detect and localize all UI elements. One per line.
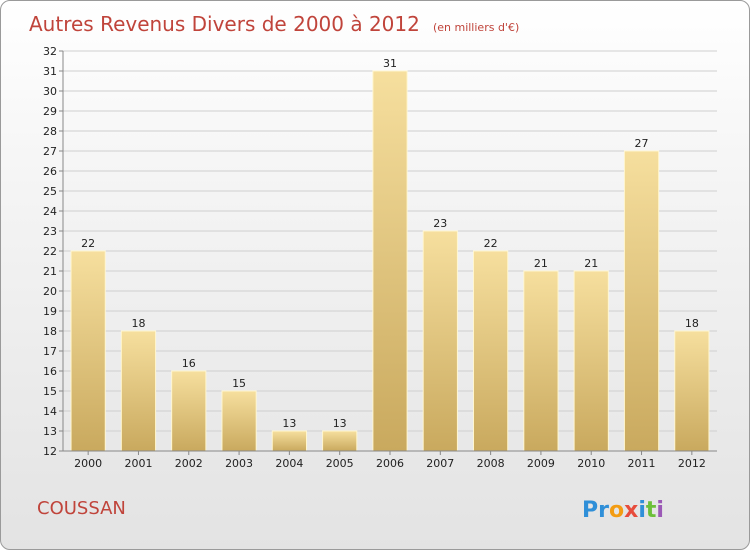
bar-2003 xyxy=(221,390,257,452)
x-tick-label-2001: 2001 xyxy=(124,457,152,470)
x-tick-label-2002: 2002 xyxy=(175,457,203,470)
x-tick-label-2009: 2009 xyxy=(527,457,555,470)
y-tick-label: 30 xyxy=(43,85,57,98)
x-tick-label-2007: 2007 xyxy=(426,457,454,470)
data-label-2003: 15 xyxy=(232,377,246,390)
y-tick-label: 24 xyxy=(43,205,57,218)
data-label-2012: 18 xyxy=(685,317,699,330)
bar-2007 xyxy=(422,230,458,452)
y-tick-label: 14 xyxy=(43,405,57,418)
brand-letter: i xyxy=(656,498,664,523)
x-tick-label-2003: 2003 xyxy=(225,457,253,470)
brand-letter: o xyxy=(609,498,624,523)
y-tick-label: 31 xyxy=(43,65,57,78)
data-label-2008: 22 xyxy=(484,237,498,250)
bar-2009 xyxy=(523,270,559,452)
bar-2004 xyxy=(271,430,307,452)
chart-title: Autres Revenus Divers de 2000 à 2012 (en… xyxy=(29,12,519,36)
y-tick-label: 21 xyxy=(43,265,57,278)
data-label-2005: 13 xyxy=(333,417,347,430)
brand-letter: t xyxy=(646,498,657,523)
bar-2000 xyxy=(70,250,106,452)
x-tick-label-2005: 2005 xyxy=(326,457,354,470)
bar-2005 xyxy=(322,430,358,452)
y-tick-label: 18 xyxy=(43,325,57,338)
data-label-2000: 22 xyxy=(81,237,95,250)
x-tick-label-2004: 2004 xyxy=(275,457,303,470)
bar-2010 xyxy=(573,270,609,452)
y-tick-label: 28 xyxy=(43,125,57,138)
data-label-2002: 16 xyxy=(182,357,196,370)
y-tick-label: 22 xyxy=(43,245,57,258)
bar-2002 xyxy=(171,370,207,452)
x-tick-label-2008: 2008 xyxy=(477,457,505,470)
data-label-2009: 21 xyxy=(534,257,548,270)
bar-2006 xyxy=(372,70,408,452)
y-tick-label: 23 xyxy=(43,225,57,238)
y-tick-label: 25 xyxy=(43,185,57,198)
y-tick-label: 32 xyxy=(43,45,57,58)
bar-2012 xyxy=(674,330,710,452)
data-label-2006: 31 xyxy=(383,57,397,70)
data-label-2001: 18 xyxy=(131,317,145,330)
x-tick-label-2012: 2012 xyxy=(678,457,706,470)
x-axis-ticks: 2000 2001 2002 2003 2004 2005 2006 2007 2008 2009… xyxy=(74,451,706,470)
brand-letter: r xyxy=(598,498,609,523)
x-tick-label-2006: 2006 xyxy=(376,457,404,470)
brand-letter: x xyxy=(624,498,638,523)
chart-title-main: Autres Revenus Divers de 2000 à 2012 xyxy=(29,12,420,36)
brand-logo: Proxiti xyxy=(582,498,664,523)
x-tick-label-2000: 2000 xyxy=(74,457,102,470)
bar-2011 xyxy=(623,150,660,452)
brand-letter: P xyxy=(582,498,598,523)
y-tick-label: 15 xyxy=(43,385,57,398)
y-tick-label: 20 xyxy=(43,285,57,298)
place-name: COUSSAN xyxy=(37,498,126,519)
y-tick-label: 29 xyxy=(43,105,57,118)
data-labels: 22 18 16 15 13 13 31 23 22 21 21 27 18 xyxy=(81,57,699,430)
y-tick-label: 16 xyxy=(43,365,57,378)
bars xyxy=(70,70,710,452)
y-axis-ticks: 12 13 14 15 16 17 18 19 20 21 22 23 24 25 26 27 28 29 30 31… xyxy=(43,45,63,458)
y-tick-label: 17 xyxy=(43,345,57,358)
data-label-2011: 27 xyxy=(635,137,649,150)
data-label-2010: 21 xyxy=(584,257,598,270)
brand-letter: i xyxy=(638,498,646,523)
y-tick-label: 27 xyxy=(43,145,57,158)
data-label-2007: 23 xyxy=(433,217,447,230)
x-tick-label-2010: 2010 xyxy=(577,457,605,470)
data-label-2004: 13 xyxy=(282,417,296,430)
y-tick-label: 13 xyxy=(43,425,57,438)
chart-subtitle: (en milliers d'€) xyxy=(433,21,519,34)
bar-2001 xyxy=(120,330,157,452)
bar-2008 xyxy=(473,250,509,452)
y-tick-label: 12 xyxy=(43,445,57,458)
y-tick-label: 19 xyxy=(43,305,57,318)
y-tick-label: 26 xyxy=(43,165,57,178)
x-tick-label-2011: 2011 xyxy=(628,457,656,470)
